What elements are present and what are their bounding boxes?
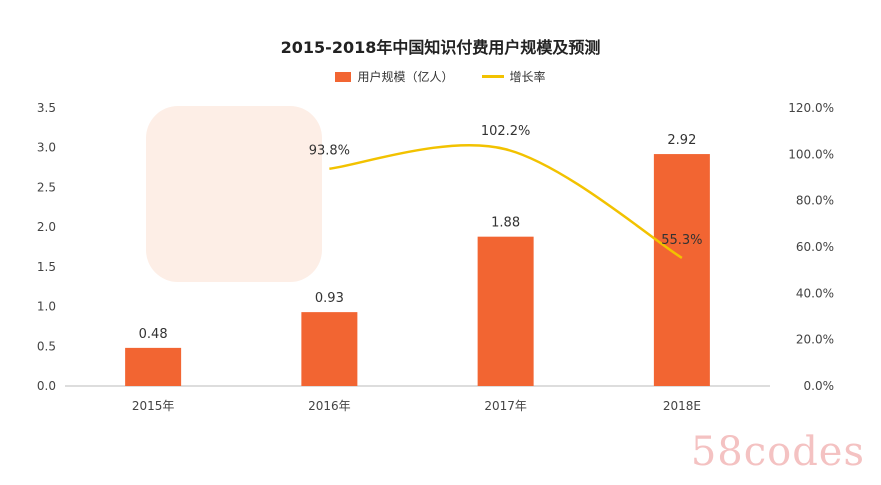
y-right-tick-label: 20.0% <box>796 333 834 347</box>
y-right-tick-label: 40.0% <box>796 286 834 300</box>
bar-data-label: 0.93 <box>315 291 344 306</box>
legend-bar-swatch <box>335 71 352 82</box>
corner-watermark: 58codes <box>690 429 865 475</box>
y-left-tick-label: 3.0 <box>37 141 56 155</box>
line-data-label: 55.3% <box>661 233 702 248</box>
y-left-tick-label: 0.0 <box>37 379 56 393</box>
y-left-tick-label: 0.5 <box>37 339 56 353</box>
bar <box>125 347 182 386</box>
y-right-tick-label: 100.0% <box>788 147 834 161</box>
x-tick-label: 2016年 <box>308 399 351 413</box>
line-data-label: 102.2% <box>481 124 531 139</box>
watermark-logo <box>146 106 322 282</box>
legend-line-label: 增长率 <box>509 70 546 84</box>
line-data-label: 93.8% <box>309 144 350 159</box>
y-left-tick-label: 2.5 <box>37 180 56 194</box>
y-left-tick-label: 3.5 <box>37 101 56 115</box>
y-right-tick-label: 0.0% <box>804 379 835 393</box>
legend-bar-label: 用户规模（亿人） <box>357 70 454 84</box>
y-left-tick-label: 2.0 <box>37 220 56 234</box>
bar-data-label: 1.88 <box>491 216 520 231</box>
growth-rate-line <box>329 144 683 259</box>
chart-title: 2015-2018年中国知识付费用户规模及预测 <box>280 38 601 57</box>
y-right-tick-label: 80.0% <box>796 194 834 208</box>
y-right-tick-label: 120.0% <box>788 101 834 115</box>
y-left-tick-label: 1.5 <box>37 260 56 274</box>
bar <box>301 312 358 386</box>
y-left-tick-label: 1.0 <box>37 300 56 314</box>
legend-item-bar: 用户规模（亿人） <box>335 68 454 85</box>
bar-data-label: 2.92 <box>667 133 696 148</box>
y-right-tick-label: 60.0% <box>796 240 834 254</box>
x-tick-label: 2017年 <box>484 399 527 413</box>
x-tick-label: 2015年 <box>132 399 175 413</box>
x-tick-label: 2018E <box>663 399 701 413</box>
bar <box>653 154 710 386</box>
bar <box>477 236 534 386</box>
bar-data-label: 0.48 <box>139 327 168 342</box>
legend-line-swatch <box>481 75 504 78</box>
legend-item-line: 增长率 <box>481 68 546 85</box>
legend: 用户规模（亿人） 增长率 <box>0 68 881 85</box>
